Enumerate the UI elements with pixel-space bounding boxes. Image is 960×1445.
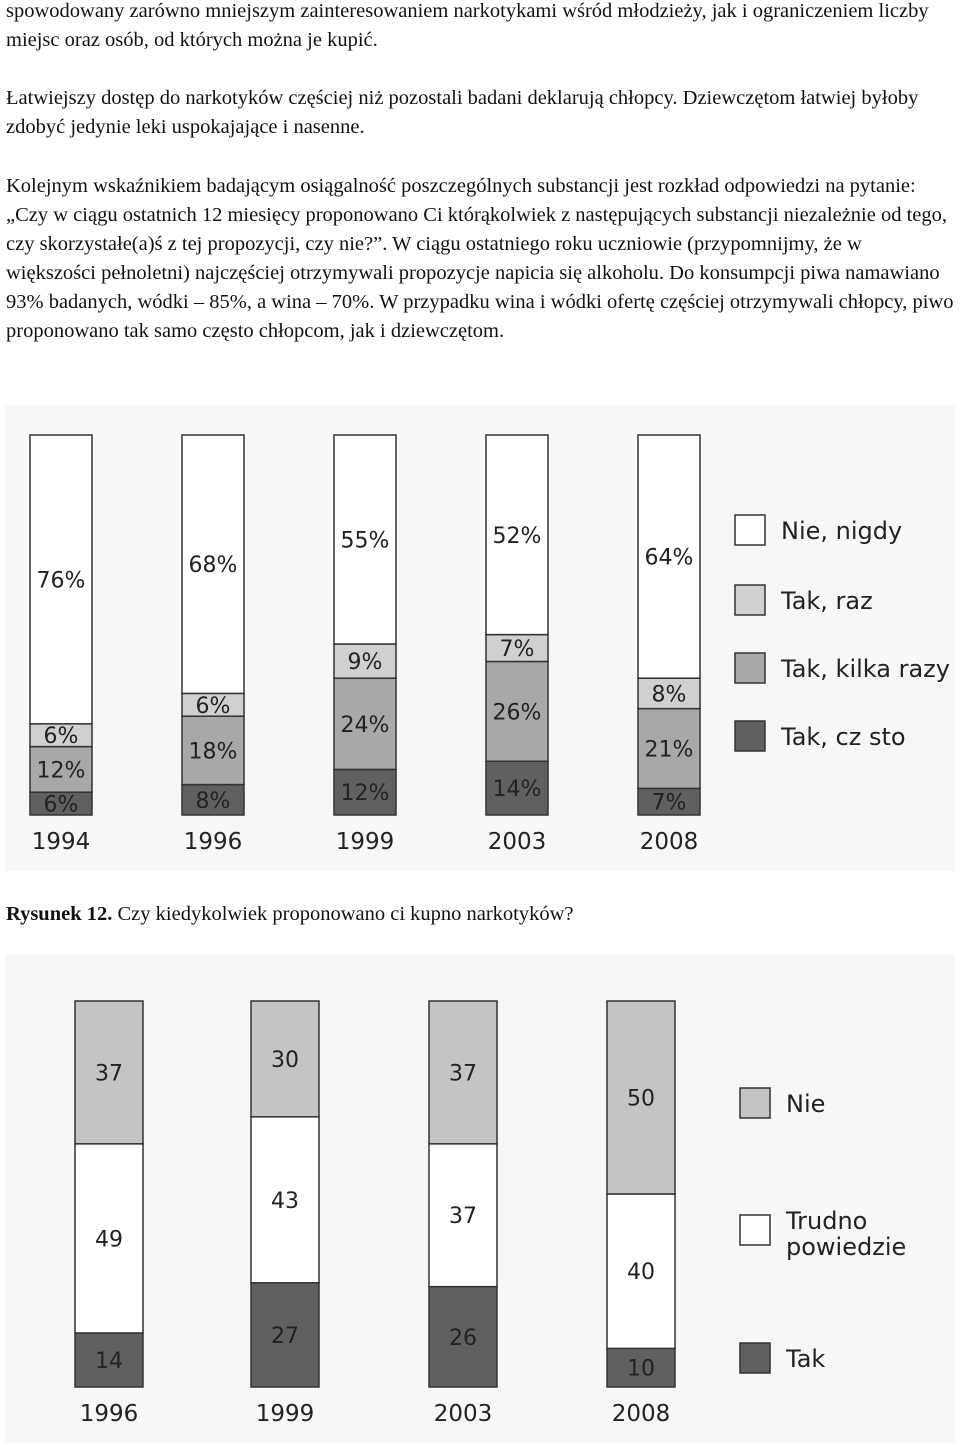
chart-offers-stacked: 6% 12% 6% 76% 1994 8% 18% 6% 68% 1996 12% 24% 9% 55% 1… [5, 405, 955, 871]
bar-value-label-0-3-3: 52% [493, 524, 542, 549]
bar-value-label-1-3-2: 50 [627, 1087, 655, 1112]
bar-value-label-1-2-1: 37 [449, 1204, 477, 1229]
legend-label-0-0: Nie, nigdy [781, 517, 902, 545]
bar-segment-0-4-1 [637, 707, 701, 790]
bar-segment-0-4-0 [637, 787, 701, 816]
bar-value-label-1-1-2: 30 [271, 1048, 299, 1073]
year-label-1-1: 1999 [256, 1401, 315, 1427]
chart-offers-svg: 6% 12% 6% 76% 1994 8% 18% 6% 68% 1996 12% 24% 9% 55% 1… [29, 434, 950, 855]
chart-drug-purchase-stacked: 14 49 37 1996 27 43 30 1999 26 37 37 2003 10 40 50 2008… [5, 955, 955, 1443]
bar-value-label-0-4-1: 21% [645, 738, 694, 763]
legend-swatch-1-0 [739, 1087, 771, 1119]
bar-segment-1-0-1 [74, 1143, 144, 1334]
bar-segment-1-3-2 [606, 1000, 676, 1195]
bar-value-label-0-4-2: 8% [652, 682, 687, 707]
legend-label-1-1: Trudno [785, 1207, 867, 1235]
bar-segment-1-1-0 [250, 1282, 320, 1388]
legend-swatch-0-0 [734, 514, 766, 546]
year-label-1-2: 2003 [434, 1401, 493, 1427]
bar-value-label-0-3-2: 7% [500, 637, 535, 662]
bar-value-label-0-0-1: 12% [37, 758, 86, 783]
year-label-0-4: 2008 [640, 829, 699, 855]
figure-caption-text: Czy kiedykolwiek proponowano ci kupno na… [112, 903, 574, 925]
bar-segment-0-2-0 [333, 768, 397, 816]
bar-value-label-1-1-1: 43 [271, 1189, 299, 1214]
bar-segment-0-1-3 [181, 434, 245, 695]
legend-label-1-0: Nie [786, 1090, 825, 1118]
bar-segment-0-2-2 [333, 643, 397, 679]
bar-value-label-0-1-3: 68% [189, 553, 238, 578]
year-label-1-0: 1996 [80, 1401, 139, 1427]
figure-caption-label: Rysunek 12. [6, 903, 113, 925]
legend-swatch-0-2 [734, 652, 766, 684]
bar-value-label-0-1-1: 18% [189, 739, 238, 764]
bar-value-label-1-2-2: 37 [449, 1061, 477, 1086]
legend-swatch-0-1 [734, 584, 766, 616]
bar-value-label-1-1-0: 27 [271, 1324, 299, 1349]
bar-segment-0-1-0 [181, 783, 245, 816]
bar-value-label-1-2-0: 26 [449, 1326, 477, 1351]
bar-value-label-0-1-0: 8% [196, 789, 231, 814]
legend-label-1-2: Tak [785, 1345, 825, 1373]
bar-segment-1-1-1 [250, 1116, 320, 1284]
bar-value-label-0-0-2: 6% [44, 724, 79, 749]
year-label-0-3: 2003 [488, 829, 547, 855]
year-label-0-1: 1996 [184, 829, 243, 855]
bar-segment-0-3-2 [485, 633, 549, 663]
bar-value-label-0-2-3: 55% [341, 529, 390, 554]
bar-segment-1-2-0 [428, 1285, 498, 1388]
year-label-0-2: 1999 [336, 829, 395, 855]
bar-value-label-0-0-3: 76% [37, 568, 86, 593]
figure-caption: Rysunek 12. Czy kiedykolwiek proponowano… [6, 900, 574, 929]
bar-value-label-0-3-1: 26% [493, 700, 542, 725]
paragraph-continuation: spowodowany zarówno mniejszym zaintereso… [6, 0, 929, 51]
legend-swatch-0-3 [734, 720, 766, 752]
bar-value-label-0-2-1: 24% [341, 713, 390, 738]
legend-swatch-1-2 [739, 1342, 771, 1374]
bar-value-label-1-3-0: 10 [627, 1357, 655, 1382]
bar-segment-1-2-2 [428, 1000, 498, 1145]
bar-value-label-0-4-3: 64% [645, 546, 694, 571]
bar-value-label-0-1-2: 6% [196, 694, 231, 719]
year-label-0-0: 1994 [32, 829, 91, 855]
bar-value-label-0-3-0: 14% [493, 777, 542, 802]
bar-segment-0-3-3 [485, 434, 549, 636]
chart-drug-purchase-svg: 14 49 37 1996 27 43 30 1999 26 37 37 2003 10 40 50 2008… [74, 1000, 906, 1427]
bar-segment-0-0-3 [29, 434, 93, 725]
bar-segment-0-3-0 [485, 760, 549, 816]
bar-value-label-0-2-2: 9% [348, 650, 383, 675]
bar-value-label-1-0-2: 37 [95, 1061, 123, 1086]
bar-segment-1-0-2 [74, 1000, 144, 1145]
paragraph-offers: Kolejnym wskaźnikiem badającym osiągalno… [6, 175, 954, 342]
bar-value-label-0-2-0: 12% [341, 781, 390, 806]
legend-label-1-1-line2: powiedzie [786, 1233, 906, 1261]
bar-value-label-0-0-0: 6% [44, 793, 79, 818]
bar-value-label-0-4-0: 7% [652, 791, 687, 816]
bar-segment-1-1-2 [250, 1000, 320, 1118]
bar-value-label-1-0-0: 14 [95, 1349, 123, 1374]
legend-label-0-3: Tak, cz sto [780, 723, 906, 751]
year-label-1-3: 2008 [612, 1401, 671, 1427]
bar-value-label-1-3-1: 40 [627, 1260, 655, 1285]
legend-label-0-1: Tak, raz [780, 587, 873, 615]
bar-segment-1-3-1 [606, 1193, 676, 1350]
bar-segment-0-4-3 [637, 434, 701, 679]
bar-segment-0-0-1 [29, 745, 93, 793]
bar-segment-0-2-3 [333, 434, 397, 645]
legend-label-0-2: Tak, kilka razy [780, 655, 950, 683]
bar-segment-1-0-0 [74, 1332, 144, 1388]
bar-segment-1-3-0 [606, 1347, 676, 1388]
bar-value-label-1-0-1: 49 [95, 1227, 123, 1252]
bar-segment-1-2-1 [428, 1143, 498, 1288]
paragraph-access: Łatwiejszy dostęp do narkotyków częściej… [6, 87, 919, 138]
legend-swatch-1-1 [739, 1214, 771, 1246]
